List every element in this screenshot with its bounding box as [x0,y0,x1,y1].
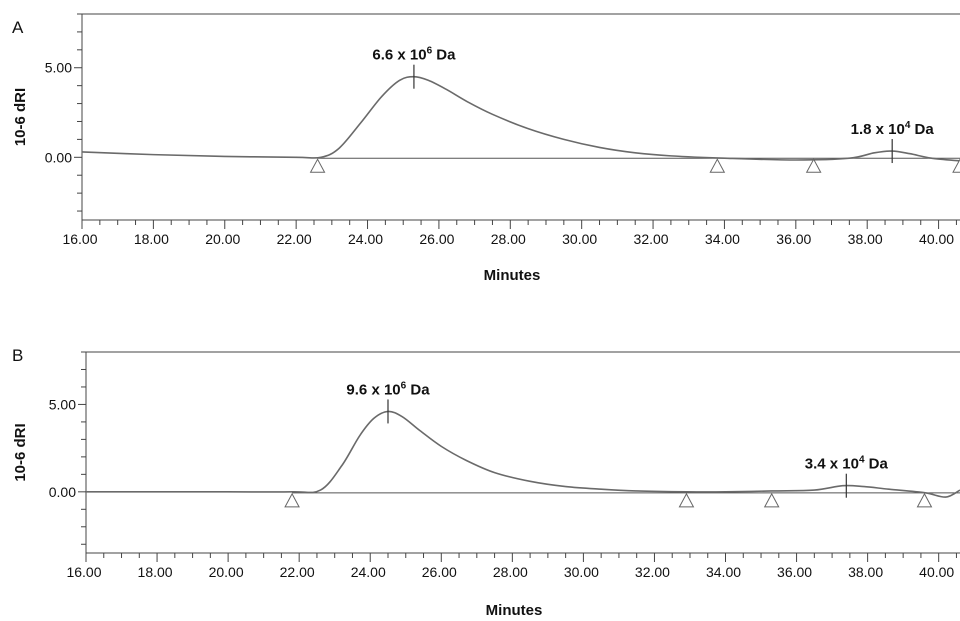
x-tick-label: 26.00 [419,231,454,247]
peak-label-exponent: 4 [905,120,911,131]
x-tick-label: 16.00 [66,564,101,580]
peak-label-unit: Da [910,121,934,138]
x-tick-label: 36.00 [776,231,811,247]
y-tick-label: 0.00 [45,149,72,165]
x-tick-label: 38.00 [848,564,883,580]
x-tick-label: 28.00 [491,231,526,247]
peak-label-0: 9.6 x 106 Da [346,380,430,398]
integration-marker [309,158,326,173]
peak-label-exponent: 6 [427,46,433,57]
x-tick-label: 32.00 [634,231,669,247]
series-line-0 [81,75,960,162]
integration-marker [763,492,780,508]
integration-marker [284,492,300,508]
peak-label-0: 6.6 x 106 Da [372,46,456,64]
x-tick-label: 40.00 [919,564,954,580]
y-tick-label: 5.00 [49,396,76,412]
peak-label-unit: Da [865,456,889,473]
y-tick-label: 5.00 [45,60,72,76]
peak-label-exponent: 6 [401,380,407,391]
integration-marker [678,492,695,508]
integration-marker [805,158,822,173]
x-tick-label: 22.00 [277,231,312,247]
x-tick-label: 20.00 [209,564,244,580]
x-tick-label: 36.00 [777,564,812,580]
x-tick-label: 34.00 [706,564,741,580]
series-line-0 [85,410,960,498]
peak-label-base: 6.6 x 10 [372,47,426,64]
x-axis-title: Minutes [486,602,543,619]
peak-label-1: 1.8 x 104 Da [851,120,935,138]
peak-label-base: 9.6 x 10 [346,381,400,398]
y-tick-label: 0.00 [49,484,76,500]
x-tick-label: 26.00 [422,564,457,580]
x-tick-label: 28.00 [493,564,528,580]
x-tick-label: 30.00 [564,564,599,580]
peak-label-unit: Da [406,381,430,398]
x-tick-label: 32.00 [635,564,670,580]
integration-marker [709,158,726,173]
peak-label-exponent: 4 [859,455,865,466]
x-tick-label: 24.00 [351,564,386,580]
peak-label-unit: Da [432,47,456,64]
x-axis-title: Minutes [484,267,541,284]
chart-panel-a: A 5.00 0.00 16.00 18.00 20.00 22.00 24.00 26.00 2… [12,13,960,284]
x-tick-label: 24.00 [348,231,383,247]
panel-letter: B [12,346,23,365]
x-tick-label: 18.00 [138,564,173,580]
chart-panel-b: B 5.00 0.00 16.00 18.00 20.00 22.00 24.00 26.00 2… [12,346,960,619]
x-tick-label: 38.00 [848,231,883,247]
x-tick-label: 16.00 [62,231,97,247]
x-tick-label: 20.00 [205,231,240,247]
panel-letter: A [12,18,24,37]
x-tick-label: 40.00 [919,231,954,247]
x-tick-label: 30.00 [562,231,597,247]
peak-label-base: 3.4 x 10 [805,456,859,473]
y-axis-title: 10-6 dRI [12,423,29,481]
peak-label-1: 3.4 x 104 Da [805,455,889,473]
y-axis-title: 10-6 dRI [12,88,29,146]
x-tick-label: 18.00 [134,231,169,247]
x-tick-label: 34.00 [705,231,740,247]
integration-marker [916,492,933,508]
x-tick-label: 22.00 [280,564,315,580]
integration-marker [952,158,960,173]
peak-label-base: 1.8 x 10 [851,121,905,138]
